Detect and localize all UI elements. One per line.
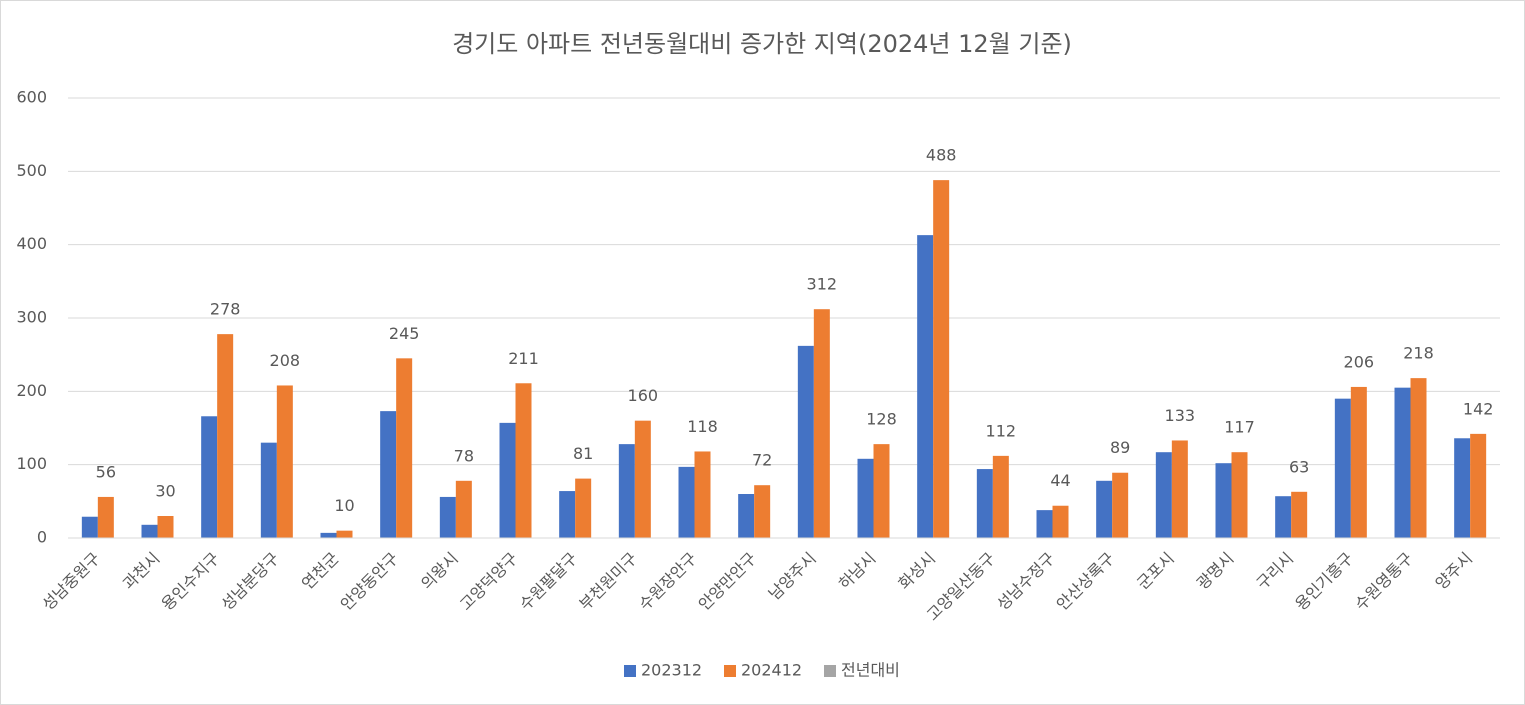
- y-tick-label: 0: [37, 528, 47, 547]
- chart-title: 경기도 아파트 전년동월대비 증가한 지역(2024년 12월 기준): [452, 30, 1072, 58]
- bar: [1155, 452, 1172, 538]
- bar: [933, 180, 950, 538]
- bar: [1231, 452, 1248, 538]
- bar: [1291, 491, 1308, 538]
- bar: [754, 485, 771, 538]
- bar: [320, 532, 337, 538]
- bar: [217, 334, 234, 538]
- bar: [1394, 387, 1411, 538]
- bar: [97, 496, 114, 538]
- bar: [618, 444, 635, 538]
- bar: [873, 444, 890, 538]
- bar: [396, 358, 413, 538]
- bar: [1215, 463, 1232, 538]
- bar: [1096, 480, 1113, 538]
- legend-label: 202312: [641, 661, 702, 680]
- bar: [1470, 433, 1487, 538]
- bar: [738, 494, 755, 538]
- data-label: 118: [687, 417, 718, 436]
- bar: [515, 383, 532, 538]
- data-label: 89: [1110, 438, 1130, 457]
- bar: [81, 516, 98, 538]
- bar: [813, 309, 830, 538]
- bar: [260, 442, 277, 538]
- data-label: 488: [926, 146, 957, 165]
- bar: [575, 478, 592, 538]
- data-label: 218: [1403, 344, 1434, 363]
- bar: [336, 530, 353, 538]
- bar: [694, 451, 711, 538]
- y-tick-label: 400: [16, 234, 47, 253]
- legend-swatch: [724, 665, 736, 677]
- bar: [439, 496, 456, 538]
- y-tick-label: 500: [16, 161, 47, 180]
- data-label: 81: [573, 444, 593, 463]
- data-label: 63: [1289, 457, 1309, 476]
- data-label: 142: [1463, 399, 1494, 418]
- data-label: 160: [628, 386, 659, 405]
- legend-swatch: [824, 665, 836, 677]
- bar: [559, 491, 576, 538]
- bar: [276, 385, 293, 538]
- data-label: 211: [508, 349, 539, 368]
- bar: [380, 411, 397, 538]
- data-label: 10: [334, 496, 354, 515]
- legend-label: 202412: [741, 661, 802, 680]
- bar: [1454, 438, 1471, 538]
- bar: [1052, 505, 1069, 538]
- data-label: 278: [210, 300, 241, 319]
- bar: [1036, 510, 1053, 538]
- bar: [678, 466, 695, 538]
- bar: [201, 416, 218, 538]
- data-label: 112: [986, 421, 1017, 440]
- legend-swatch: [624, 665, 636, 677]
- bar: [1275, 496, 1292, 538]
- bar: [1112, 472, 1129, 538]
- bar: [1350, 386, 1367, 538]
- data-label: 117: [1224, 418, 1255, 437]
- y-tick-label: 300: [16, 308, 47, 327]
- bar: [455, 480, 472, 538]
- bar: [976, 469, 993, 538]
- data-label: 128: [866, 410, 897, 429]
- bar: [797, 345, 814, 538]
- data-label: 44: [1050, 471, 1070, 490]
- legend-label: 전년대비: [841, 661, 900, 680]
- bar: [1171, 440, 1188, 538]
- data-label: 312: [807, 275, 838, 294]
- bar: [1334, 398, 1351, 538]
- bar: [992, 455, 1009, 538]
- data-label: 30: [155, 482, 175, 501]
- data-label: 133: [1165, 406, 1196, 425]
- y-tick-label: 600: [16, 88, 47, 107]
- bar: [634, 420, 651, 538]
- data-label: 56: [96, 462, 116, 481]
- data-label: 206: [1344, 352, 1375, 371]
- data-label: 78: [454, 446, 474, 465]
- bar: [857, 458, 874, 538]
- data-label: 208: [270, 351, 301, 370]
- bar: [141, 524, 158, 538]
- bar: [499, 422, 516, 538]
- y-tick-label: 200: [16, 381, 47, 400]
- data-label: 72: [752, 451, 772, 470]
- bar: [917, 235, 934, 538]
- y-tick-label: 100: [16, 454, 47, 473]
- bar: [157, 516, 174, 538]
- data-label: 245: [389, 324, 420, 343]
- bar: [1410, 378, 1427, 538]
